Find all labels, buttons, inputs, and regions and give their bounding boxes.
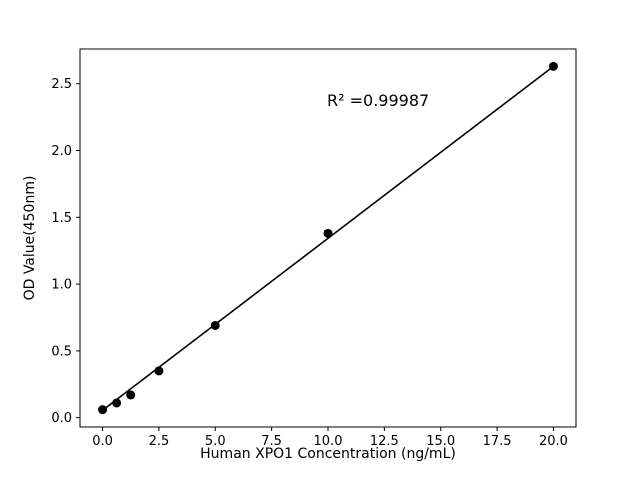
x-tick-label: 5.0	[205, 434, 226, 449]
data-point	[154, 366, 164, 376]
y-axis-label: OD Value(450nm)	[22, 175, 38, 301]
data-point	[210, 320, 220, 330]
data-point	[548, 61, 558, 71]
y-tick-label: 0.0	[51, 411, 72, 426]
fit-line	[102, 65, 554, 411]
data-point	[98, 405, 108, 415]
x-tick-label: 2.5	[149, 434, 170, 449]
x-axis-label: Human XPO1 Concentration (ng/mL)	[200, 446, 456, 462]
x-tick-label: 12.5	[370, 434, 399, 449]
data-point	[112, 398, 122, 408]
x-tick-label: 20.0	[539, 434, 568, 449]
data-point	[323, 228, 333, 238]
y-tick-label: 0.5	[51, 344, 72, 359]
x-tick-label: 10.0	[314, 434, 343, 449]
x-tick-label: 0.0	[92, 434, 113, 449]
data-point	[126, 390, 136, 400]
y-tick-label: 1.0	[51, 278, 72, 293]
x-tick-label: 15.0	[426, 434, 455, 449]
y-tick-label: 1.5	[51, 211, 72, 226]
r-squared-annotation: R² =0.99987	[327, 91, 430, 110]
y-tick-label: 2.0	[51, 144, 72, 159]
x-tick-label: 17.5	[483, 434, 512, 449]
x-tick-label: 7.5	[261, 434, 282, 449]
y-tick-label: 2.5	[51, 77, 72, 92]
